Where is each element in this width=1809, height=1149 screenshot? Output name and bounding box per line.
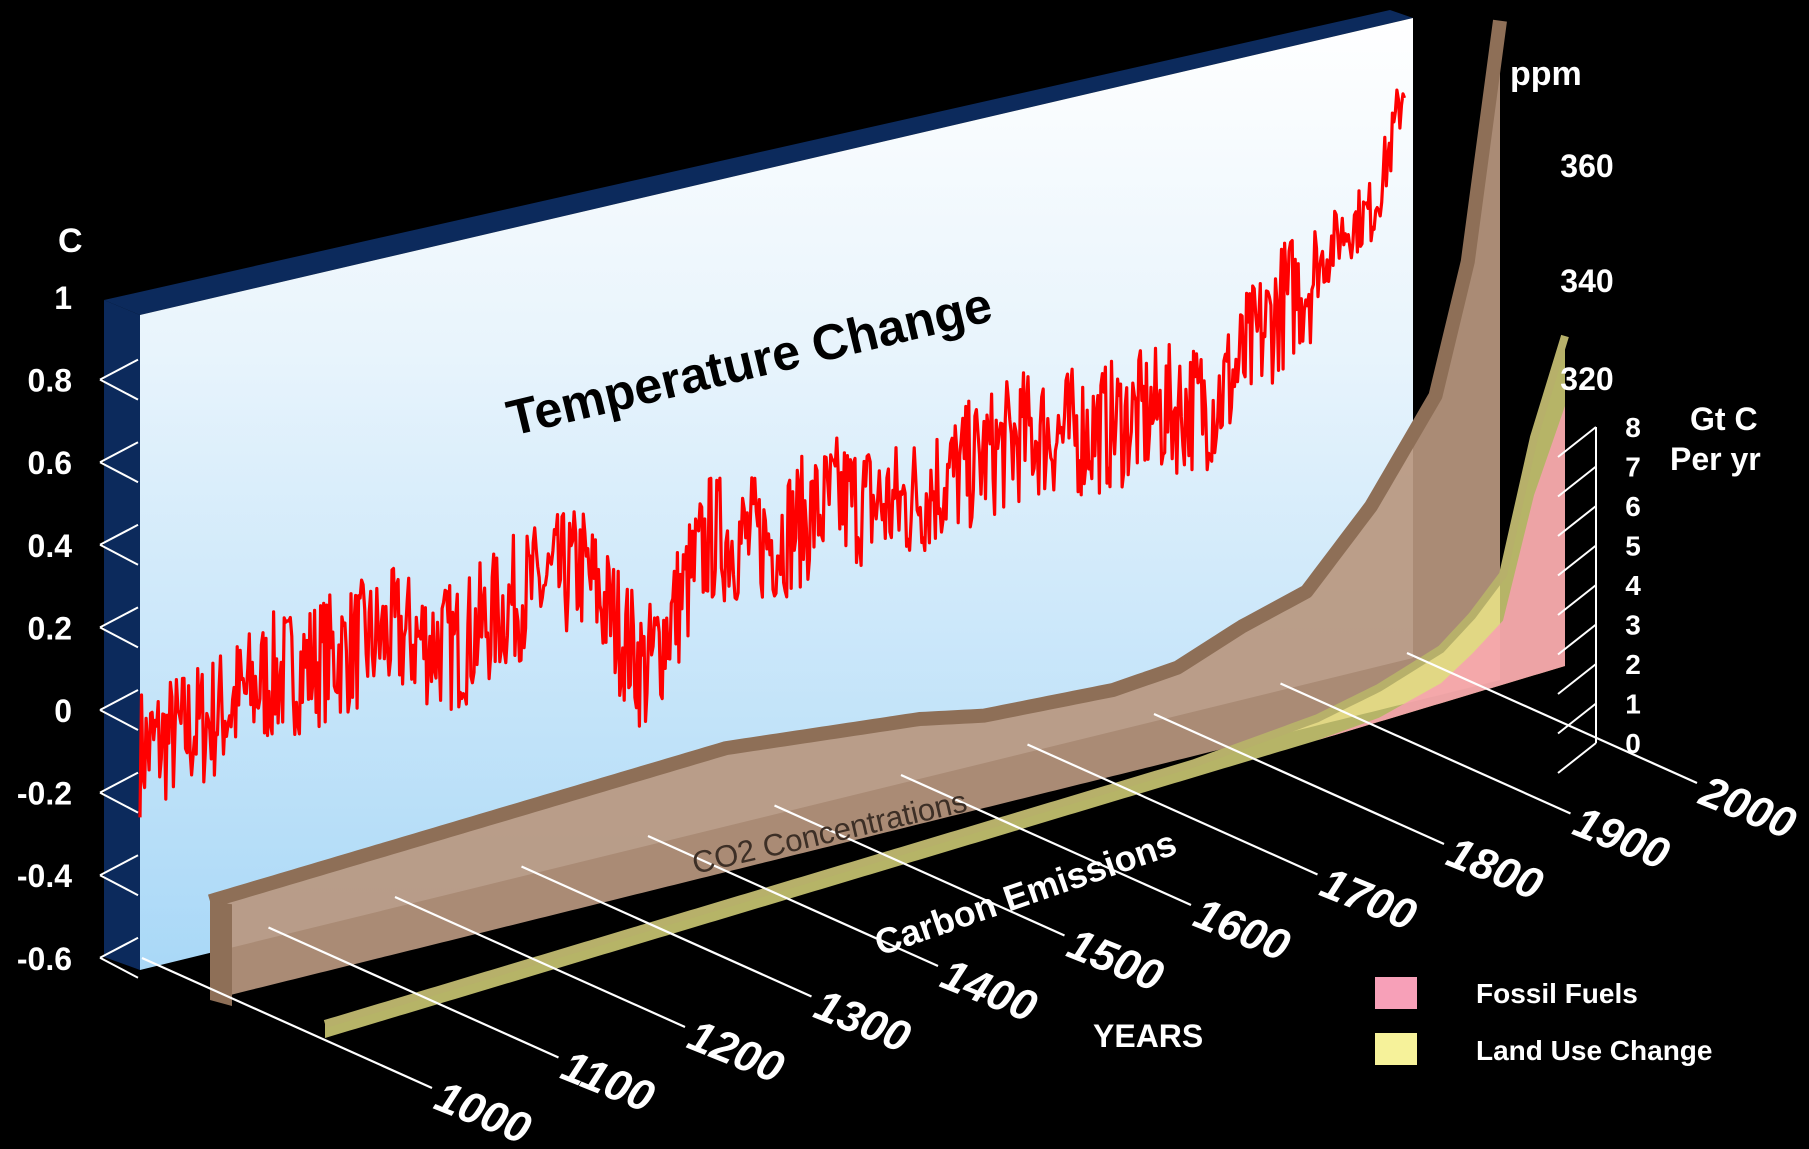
emissions-tick-mark [1557, 663, 1597, 695]
temperature-tick-label: 0.6 [28, 445, 72, 481]
year-grid-line [900, 773, 1192, 907]
emissions-tick-label: 8 [1625, 412, 1641, 443]
temperature-tick-label: 0.4 [28, 528, 73, 564]
temperature-tick-label: 1 [54, 280, 72, 316]
temperature-tick-label: 0.8 [28, 363, 72, 399]
temperature-tick-mark [99, 626, 139, 649]
year-grid-line [774, 804, 1065, 937]
emissions-tick-mark [1557, 426, 1597, 458]
year-tick-label: 1600 [1187, 889, 1297, 971]
ppm-tick-label: 320 [1560, 361, 1613, 397]
panel-left-edge [104, 300, 140, 970]
year-tick-label: 1500 [1061, 919, 1171, 1001]
emissions-tick-mark [1557, 465, 1597, 498]
emissions-unit-label-line1: Gt C [1690, 401, 1758, 437]
emissions-tick-label: 2 [1625, 649, 1641, 680]
year-tick-label: 1200 [681, 1011, 791, 1093]
temperature-tick-label: -0.2 [17, 776, 72, 812]
emissions-tick-label: 0 [1625, 728, 1641, 759]
year-grid-line [394, 895, 686, 1029]
year-tick-label: 1900 [1567, 797, 1677, 879]
temperature-tick-mark [99, 461, 139, 484]
year-tick-label: 1000 [428, 1072, 538, 1149]
temperature-tick-label: -0.6 [17, 941, 72, 977]
emissions-tick-label: 5 [1625, 531, 1641, 562]
emissions-tick-mark [1557, 505, 1597, 537]
legend-swatch-fossil-fuels [1375, 977, 1417, 1009]
emissions-tick-mark [1557, 702, 1597, 735]
emissions-top-edge [323, 334, 1569, 1028]
emissions-tick-mark [1557, 742, 1597, 774]
temperature-tick-mark [99, 689, 139, 711]
x-axis-label: YEARS [1093, 1018, 1203, 1054]
ppm-tick-label: 340 [1560, 263, 1613, 299]
temperature-tick-mark [99, 543, 139, 566]
year-tick-label: 1400 [934, 950, 1044, 1032]
emissions-tick-mark [1557, 584, 1597, 616]
temperature-tick-mark [99, 874, 139, 897]
year-tick-label: 2000 [1692, 766, 1803, 849]
year-grid-line [268, 926, 559, 1059]
emissions-tick-mark [1557, 623, 1597, 656]
emissions-tick-label: 1 [1625, 689, 1641, 720]
temperature-unit-label: C [58, 222, 83, 260]
year-grid-line [141, 956, 433, 1090]
temperature-tick-mark [99, 709, 139, 731]
emissions-unit-label-line2: Per yr [1670, 441, 1761, 477]
year-tick-label: 1300 [808, 980, 918, 1062]
co2-top-edge [208, 19, 1507, 909]
ppm-tick-label: 360 [1560, 148, 1613, 184]
emissions-tick-label: 3 [1625, 610, 1641, 641]
year-tick-label: 1800 [1440, 828, 1550, 910]
temperature-tick-mark [99, 441, 139, 464]
temperature-tick-mark [99, 378, 139, 401]
panel-top-edge [104, 10, 1413, 315]
legend-swatch-land-use-change [1375, 1033, 1417, 1065]
co2-unit-label: ppm [1510, 55, 1582, 93]
year-grid-line [521, 865, 812, 998]
year-tick-label: 1700 [1314, 858, 1424, 940]
temperature-tick-mark [99, 854, 139, 877]
year-tick-label: 1100 [555, 1041, 662, 1122]
temperature-tick-mark [99, 936, 139, 959]
year-grid-line [1280, 682, 1571, 815]
temperature-tick-mark [99, 791, 139, 814]
temperature-tick-label: 0 [54, 693, 72, 729]
emissions-tick-mark [1557, 544, 1597, 577]
legend-label-fossil-fuels: Fossil Fuels [1476, 978, 1638, 1009]
emissions-tick-label: 7 [1625, 452, 1641, 483]
temperature-tick-mark [99, 956, 139, 979]
emissions-tick-label: 6 [1625, 491, 1641, 522]
year-grid-line [1153, 712, 1445, 846]
year-grid-line [1406, 651, 1698, 785]
year-grid-line [1027, 743, 1318, 876]
temperature-tick-mark [99, 606, 139, 629]
temperature-tick-mark [99, 358, 139, 381]
temperature-tick-mark [99, 523, 139, 546]
temperature-line [138, 88, 1407, 818]
temperature-tick-label: -0.4 [17, 858, 72, 894]
emissions-tick-label: 4 [1625, 570, 1641, 601]
legend-label-land-use-change: Land Use Change [1476, 1035, 1712, 1066]
temperature-tick-label: 0.2 [28, 610, 72, 646]
co2-ribbon-end [210, 901, 232, 1006]
co2-area [210, 20, 1500, 1001]
temperature-tick-mark [99, 771, 139, 794]
year-grid-line [647, 834, 939, 968]
